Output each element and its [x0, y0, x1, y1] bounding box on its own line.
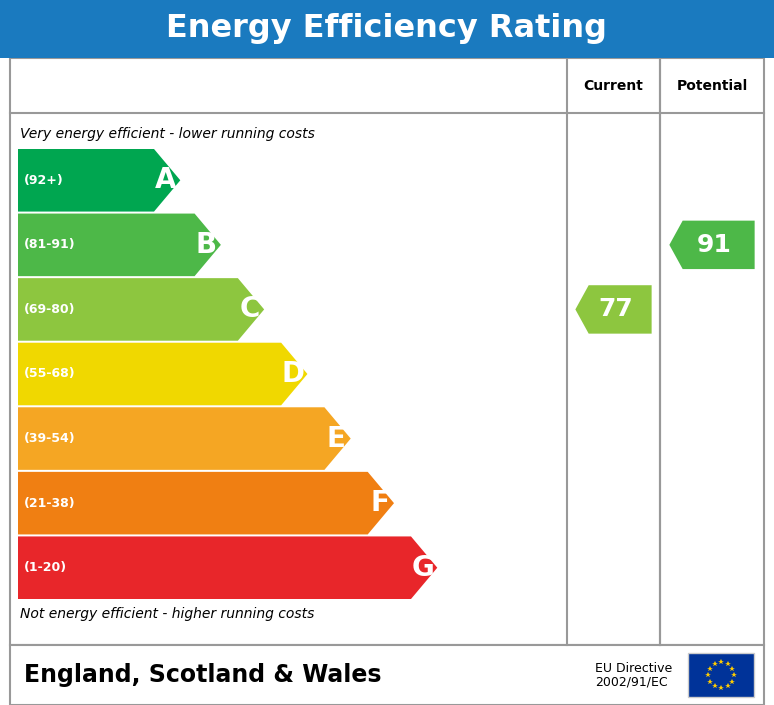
Bar — [0, 0, 774, 58]
Polygon shape — [18, 472, 394, 534]
Text: 91: 91 — [697, 233, 731, 257]
Text: (92+): (92+) — [24, 174, 63, 187]
Text: E: E — [327, 424, 346, 453]
Text: Energy Efficiency Rating: Energy Efficiency Rating — [166, 13, 608, 44]
Text: A: A — [155, 166, 176, 195]
Text: (39-54): (39-54) — [24, 432, 76, 445]
Bar — [10, 58, 764, 645]
Text: England, Scotland & Wales: England, Scotland & Wales — [24, 663, 382, 687]
Text: D: D — [282, 360, 304, 388]
Text: (69-80): (69-80) — [24, 303, 76, 316]
Polygon shape — [18, 149, 180, 212]
Text: 77: 77 — [598, 298, 633, 321]
Text: (21-38): (21-38) — [24, 496, 76, 510]
Text: (55-68): (55-68) — [24, 367, 76, 381]
Text: F: F — [370, 489, 389, 517]
Bar — [688, 653, 754, 697]
Text: Current: Current — [584, 78, 643, 92]
Text: Potential: Potential — [676, 78, 748, 92]
Text: EU Directive: EU Directive — [595, 661, 673, 675]
Text: Not energy efficient - higher running costs: Not energy efficient - higher running co… — [20, 607, 314, 621]
Polygon shape — [18, 278, 264, 341]
Polygon shape — [18, 214, 221, 276]
Text: (81-91): (81-91) — [24, 238, 76, 252]
Text: 2002/91/EC: 2002/91/EC — [595, 675, 668, 689]
Polygon shape — [18, 343, 307, 405]
Text: (1-20): (1-20) — [24, 561, 67, 574]
Bar — [10, 645, 764, 705]
Polygon shape — [18, 407, 351, 470]
Text: Very energy efficient - lower running costs: Very energy efficient - lower running co… — [20, 127, 315, 141]
Text: G: G — [412, 553, 434, 582]
Text: C: C — [239, 295, 260, 324]
Polygon shape — [18, 537, 437, 599]
Polygon shape — [670, 221, 755, 269]
Polygon shape — [575, 286, 652, 333]
Text: B: B — [196, 231, 217, 259]
